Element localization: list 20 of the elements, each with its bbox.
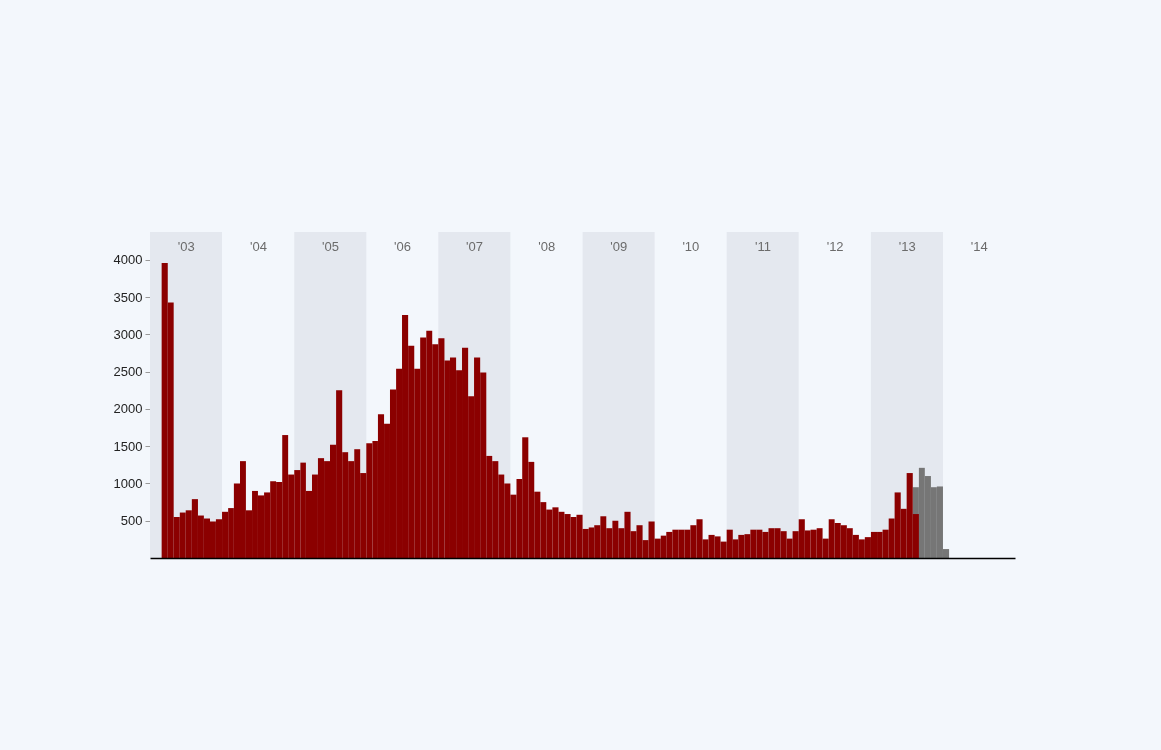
x-tick-label: '14 [970,238,988,254]
x-tick-label: '08 [538,238,556,254]
y-tick-label: 2500 [113,364,143,380]
x-tick-label: '12 [826,238,844,254]
x-tick-label: '03 [177,238,195,254]
x-tick-label: '04 [249,238,267,254]
y-tick-label: 500 [120,513,143,529]
x-tick-label: '10 [682,238,700,254]
y-tick-label: 2000 [113,401,143,417]
y-tick-label: 1000 [113,475,143,491]
y-tick-label: 3000 [113,326,143,342]
y-tick-label: 4000 [113,252,143,268]
y-tick-label: 1500 [113,438,143,454]
x-tick-label: '11 [754,238,771,254]
x-tick-label: '09 [610,238,628,254]
x-tick-label: '07 [466,238,484,254]
x-tick-label: '05 [322,238,339,254]
y-tick-label: 3500 [113,289,143,305]
x-tick-label: '13 [898,238,916,254]
x-tick-label: '06 [394,238,411,254]
